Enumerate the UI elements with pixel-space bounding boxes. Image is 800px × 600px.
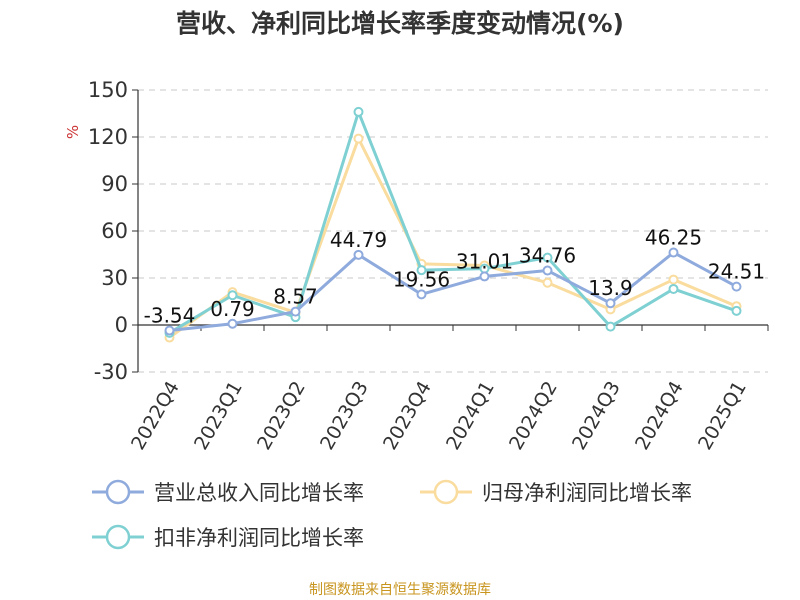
legend-swatch-marker: [105, 479, 131, 505]
series-line-0: [169, 251, 738, 333]
x-tick-label: 2025Q1: [694, 378, 751, 454]
series-2-point: [353, 106, 364, 117]
series-0-point: [542, 265, 553, 276]
x-tick-label: 2023Q4: [379, 378, 436, 454]
data-source: 制图数据来自恒生聚源数据库: [309, 582, 491, 598]
x-tick-label: 2022Q4: [127, 378, 184, 454]
series-lines: [164, 106, 742, 343]
x-tick-label: 2024Q1: [442, 378, 499, 454]
legend-swatch-marker: [433, 479, 459, 505]
series-0-point: [731, 281, 742, 292]
data-label: 34.76: [519, 244, 576, 268]
y-tick-label: 150: [88, 78, 128, 102]
legend-label: 营业总收入同比增长率: [154, 481, 364, 505]
data-label: -3.54: [144, 304, 196, 328]
data-label: 19.56: [393, 267, 450, 291]
legend-swatch-marker: [105, 524, 131, 550]
y-tick-label: 30: [101, 266, 128, 290]
legend-item-1[interactable]: 归母净利润同比增长率: [420, 479, 692, 505]
x-axis: 2022Q4 2023Q1 2023Q2 2023Q3 2023Q4 2024Q1 2024…: [127, 324, 769, 454]
series-1-point: [668, 274, 679, 285]
series-0-point: [605, 298, 616, 309]
y-tick-label: 0: [115, 313, 128, 337]
series-2-point: [605, 321, 616, 332]
x-tick-label: 2023Q1: [190, 378, 247, 454]
legend-item-2[interactable]: 扣非净利润同比增长率: [92, 524, 364, 550]
series-2-point: [542, 252, 553, 263]
series-line-2: [168, 110, 737, 335]
x-tick-label: 2024Q4: [631, 378, 688, 454]
series-2-point: [416, 265, 427, 276]
data-label: 24.51: [708, 260, 765, 284]
data-label: 8.57: [273, 285, 318, 309]
y-tick-label: 60: [101, 219, 128, 243]
series-2-point: [668, 283, 679, 294]
y-axis: -30 0 30 60 90 120 150%: [64, 78, 139, 384]
series-0-point: [164, 325, 175, 336]
data-label: 44.79: [330, 228, 387, 252]
x-tick-label: 2023Q2: [253, 378, 310, 454]
series-2-point: [731, 305, 742, 316]
y-tick-label: -30: [94, 360, 128, 384]
legend-item-0[interactable]: 营业总收入同比增长率: [92, 479, 364, 505]
data-label: 0.79: [210, 297, 255, 321]
x-tick-label: 2023Q3: [316, 378, 373, 454]
data-label: 31.01: [456, 249, 513, 273]
legend-label: 归母净利润同比增长率: [482, 481, 692, 505]
legend-label: 扣非净利润同比增长率: [154, 526, 364, 550]
data-label: 46.25: [645, 226, 702, 250]
series-0-point: [668, 247, 679, 258]
series-0-point: [290, 306, 301, 317]
y-tick-label: 120: [88, 125, 128, 149]
chart-title: 营收、净利同比增长率季度变动情况(%): [176, 9, 624, 38]
series-0-point: [416, 289, 427, 300]
series-0-point: [479, 271, 490, 282]
y-axis-label: %: [64, 125, 82, 139]
data-label: 13.9: [588, 276, 633, 300]
series-1-point: [542, 277, 553, 288]
series-0-point: [227, 318, 238, 329]
series-1-point: [353, 133, 364, 144]
x-tick-label: 2024Q3: [568, 378, 625, 454]
series-0-point: [353, 249, 364, 260]
series-2-point: [227, 290, 238, 301]
grid-lines: [138, 89, 768, 373]
series-line-1: [168, 137, 738, 339]
x-tick-label: 2024Q2: [505, 378, 562, 454]
y-tick-label: 90: [101, 172, 128, 196]
